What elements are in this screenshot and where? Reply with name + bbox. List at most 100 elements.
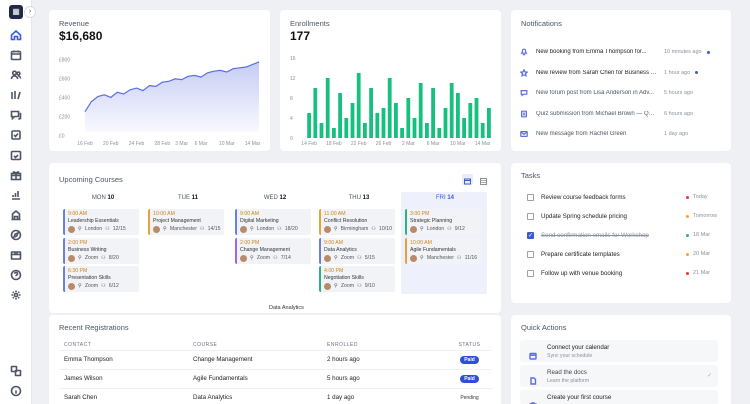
event-meta: ⚲ Zoom ⚇ 7/14 xyxy=(240,254,308,262)
course-event[interactable]: 9:00 AM Leadership Essentials ⚲ London ⚇ 12/1… xyxy=(63,209,139,235)
quick-action-item[interactable]: Connect your calendar Sync your schedule xyxy=(520,340,718,362)
box-icon[interactable] xyxy=(8,247,24,263)
event-time: 9:00 AM xyxy=(68,211,88,217)
task-item[interactable]: Prepare certificate templates 20 Mar xyxy=(527,247,722,261)
revenue-y-tick: £200 xyxy=(59,115,70,121)
day-number: 14 xyxy=(447,195,455,201)
task-due: Today xyxy=(686,194,722,200)
info-icon[interactable] xyxy=(8,383,24,399)
event-time: 9:00 AM xyxy=(240,211,260,217)
contact-cell: Sarah Chen xyxy=(59,387,193,404)
registrations-title: Recent Registrations xyxy=(59,323,129,332)
enrollments-y-tick: 8 xyxy=(290,96,293,102)
week-view-toggle[interactable] xyxy=(462,174,473,185)
sidebar: ▦ xyxy=(0,0,32,404)
task-checkbox[interactable] xyxy=(527,212,534,220)
table-row[interactable]: Sarah Chen Data Analytics 1 day ago Pending xyxy=(59,387,492,404)
course-event[interactable]: 9:00 AM Digital Marketing ⚲ London ⚇ 18/20 xyxy=(235,209,311,235)
task-item[interactable]: Follow up with venue booking 21 Mar xyxy=(527,266,722,280)
unread-dot xyxy=(698,92,701,95)
building-icon[interactable] xyxy=(8,207,24,223)
course-event[interactable]: 10:00 AM Project Management ⚲ Manchester ⚇ 14… xyxy=(148,209,224,235)
attendees-icon: ⚇ xyxy=(456,254,462,261)
attendees-icon: ⚇ xyxy=(273,254,278,261)
settings-icon[interactable] xyxy=(8,287,24,303)
day-header: THU 13 xyxy=(317,195,401,201)
instructor-avatar xyxy=(324,226,331,233)
task-checkbox[interactable] xyxy=(527,269,534,277)
status-cell: Paid xyxy=(447,349,492,369)
notification-text: New message from Rachel Green xyxy=(536,131,627,137)
priority-dot xyxy=(686,233,689,237)
tasks-icon[interactable] xyxy=(8,127,24,143)
library-icon[interactable] xyxy=(8,87,24,103)
task-label: Update Spring schedule pricing xyxy=(541,212,627,220)
attendees-icon: ⚇ xyxy=(371,226,377,232)
course-event[interactable]: 9:00 AM Data Analytics ⚲ Zoom ⚇ 5/15 xyxy=(319,237,395,264)
enrollments-bar xyxy=(338,93,342,138)
event-location: Zoom xyxy=(256,254,271,261)
calendar-view-icon xyxy=(464,178,471,185)
list-view-toggle[interactable] xyxy=(478,174,489,185)
task-checkbox[interactable] xyxy=(527,193,534,201)
enrollments-y-tick: 0 xyxy=(290,136,293,142)
location-pin-icon: ⚲ xyxy=(78,226,82,232)
notification-item[interactable]: New message from Rachel Green 1 day ago xyxy=(519,125,723,143)
tasks-card: Tasks xyxy=(511,163,731,303)
instructor-avatar xyxy=(68,283,75,290)
app-logo[interactable]: ▦ xyxy=(9,5,23,19)
event-time: 6:30 PM xyxy=(68,268,88,274)
help-icon[interactable] xyxy=(8,267,24,283)
schedule-icon[interactable] xyxy=(8,147,24,163)
users-icon[interactable] xyxy=(8,67,24,83)
task-checkbox[interactable]: ✓ xyxy=(527,231,534,239)
course-event[interactable]: 2:00 PM Change Management ⚲ Zoom ⚇ 7/14 xyxy=(235,237,311,264)
calendar-icon[interactable] xyxy=(8,47,24,63)
notification-item[interactable]: Quiz submission from Michael Brown — Qui… xyxy=(519,105,723,123)
enrollments-bar xyxy=(313,88,318,138)
quick-action-item[interactable]: Read the docs Learn the platform ✓ xyxy=(520,365,718,387)
quiz-icon xyxy=(519,109,528,118)
task-due-date: Today xyxy=(693,194,708,200)
course-event[interactable]: 6:30 PM Presentation Skills ⚲ Zoom ⚇ 6/12 xyxy=(63,266,139,292)
notification-item[interactable]: New review from Sarah Chen for Business … xyxy=(519,64,723,82)
course-event[interactable]: 2:00 PM Business Writing ⚲ Zoom ⚇ 8/20 xyxy=(63,237,139,264)
event-time: 4:00 PM xyxy=(324,268,344,274)
course-event[interactable]: 10:00 AM Agile Fundamentals ⚲ Manchester ⚇ 11… xyxy=(405,237,481,264)
event-name: Project Management xyxy=(153,218,201,224)
course-event[interactable]: 11:00 AM Conflict Resolution ⚲ Birmingham ⚇ 1… xyxy=(319,209,395,235)
enrollments-y-tick: 12 xyxy=(290,76,296,82)
course-event[interactable]: 4:00 PM Negotiation Skills ⚲ Zoom ⚇ 9/10 xyxy=(319,266,395,292)
enrollments-x-tick: 2 Mar xyxy=(402,141,415,147)
home-icon[interactable] xyxy=(8,27,24,43)
enrollments-bar xyxy=(431,88,435,138)
event-capacity: 12/15 xyxy=(112,226,126,232)
task-item[interactable]: Review course feedback forms Today xyxy=(527,190,722,204)
contact-cell: James Wilson xyxy=(59,368,193,388)
event-meta: ⚲ London ⚇ 12/15 xyxy=(68,226,136,233)
notification-item[interactable]: New forum post from Lisa Anderson in Adv… xyxy=(519,84,723,102)
unread-dot xyxy=(698,112,701,115)
analytics-icon[interactable] xyxy=(8,187,24,203)
messages-icon[interactable] xyxy=(8,107,24,123)
table-row[interactable]: James Wilson Agile Fundamentals 5 hours ag… xyxy=(59,368,492,388)
task-item[interactable]: ✓ Send confirmation emails for Workshop 18… xyxy=(527,228,722,242)
enrolled-cell: 5 hours ago xyxy=(327,368,447,388)
course-event[interactable]: 3:00 PM Strategic Planning ⚲ London ⚇ 9/12 xyxy=(405,209,481,235)
task-due-date: 20 Mar xyxy=(693,251,711,257)
gift-icon[interactable] xyxy=(8,167,24,183)
enrollments-bar xyxy=(456,93,460,138)
revenue-x-tick: 16 Feb xyxy=(77,141,93,147)
translate-icon[interactable] xyxy=(8,363,24,379)
table-row[interactable]: Emma Thompson Change Management 2 hours ag… xyxy=(59,349,492,369)
task-item[interactable]: Update Spring schedule pricing Tomorrow xyxy=(527,209,722,223)
compass-icon[interactable] xyxy=(8,227,24,243)
quick-action-item[interactable]: Create your first course xyxy=(520,390,718,404)
enrollments-value: 177 xyxy=(290,29,311,43)
notification-item[interactable]: New booking from Emma Thompson for... 10 … xyxy=(519,43,723,61)
event-capacity: 5/15 xyxy=(364,254,375,261)
revenue-line xyxy=(84,61,260,113)
expand-sidebar-button[interactable]: › xyxy=(24,6,36,18)
task-checkbox[interactable] xyxy=(527,250,534,258)
event-location: Zoom xyxy=(340,283,355,289)
